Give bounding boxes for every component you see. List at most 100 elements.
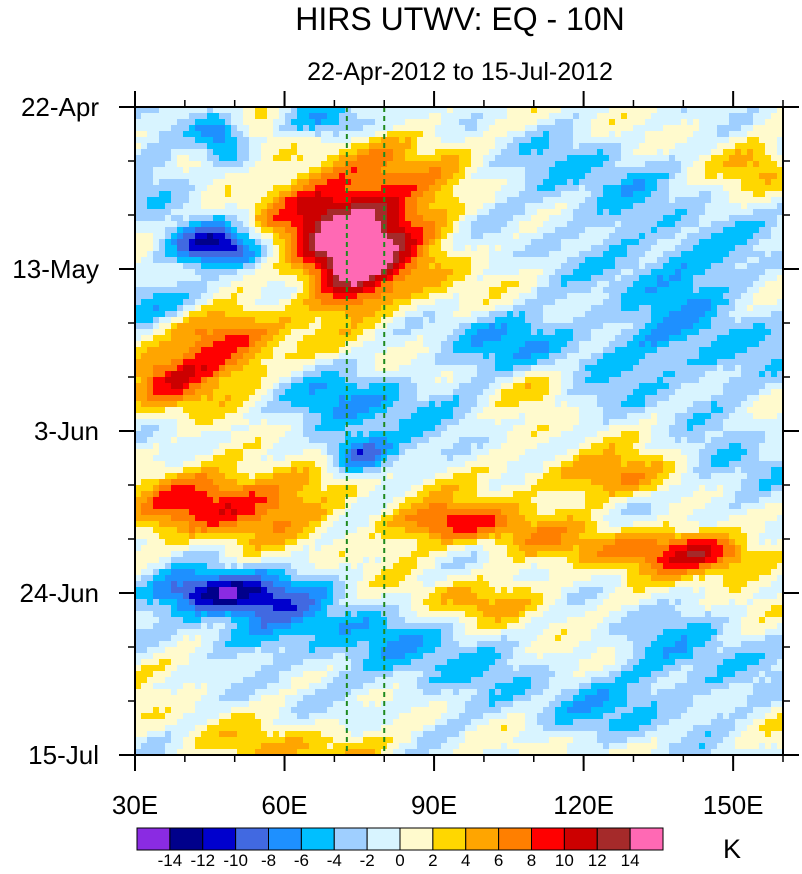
heatmap-cell <box>477 161 484 168</box>
heatmap-cell <box>225 191 232 198</box>
heatmap-cell <box>645 251 652 258</box>
heatmap-cell <box>645 203 652 210</box>
heatmap-cell <box>489 305 496 312</box>
heatmap-cell <box>369 119 376 126</box>
heatmap-cell <box>339 173 346 180</box>
heatmap-cell <box>465 113 472 120</box>
heatmap-cell <box>237 359 244 366</box>
heatmap-cell <box>279 191 286 198</box>
heatmap-cell <box>429 377 436 384</box>
heatmap-cell <box>351 347 358 354</box>
heatmap-cell <box>189 251 196 258</box>
heatmap-cell <box>441 215 448 222</box>
heatmap-cell <box>195 383 202 390</box>
heatmap-cell <box>285 353 292 360</box>
heatmap-cell <box>621 347 628 354</box>
heatmap-cell <box>699 347 706 354</box>
heatmap-cell <box>369 323 376 330</box>
heatmap-cell <box>447 347 454 354</box>
heatmap-cell <box>759 179 766 186</box>
heatmap-cell <box>669 197 676 204</box>
heatmap-cell <box>441 359 448 366</box>
heatmap-cell <box>291 269 298 276</box>
heatmap-cell <box>531 215 538 222</box>
heatmap-cell <box>435 347 442 354</box>
heatmap-cell <box>693 173 700 180</box>
heatmap-cell <box>483 167 490 174</box>
heatmap-cell <box>339 377 346 384</box>
heatmap-cell <box>555 329 562 336</box>
heatmap-cell <box>633 197 640 204</box>
heatmap-cell <box>363 179 370 186</box>
heatmap-cell <box>267 143 274 150</box>
heatmap-cell <box>753 203 760 210</box>
heatmap-cell <box>519 233 526 240</box>
heatmap-cell <box>477 263 484 270</box>
heatmap-cell <box>405 215 412 222</box>
heatmap-cell <box>273 119 280 126</box>
heatmap-cell <box>615 335 622 342</box>
heatmap-cell <box>747 191 754 198</box>
heatmap-cell <box>231 221 238 228</box>
heatmap-cell <box>531 203 538 210</box>
heatmap-cell <box>699 341 706 348</box>
heatmap-cell <box>189 185 196 192</box>
heatmap-cell <box>615 161 622 168</box>
heatmap-cell <box>291 119 298 126</box>
heatmap-cell <box>177 275 184 282</box>
heatmap-cell <box>231 263 238 270</box>
heatmap-cell <box>201 311 208 318</box>
heatmap-cell <box>405 275 412 282</box>
heatmap-cell <box>345 179 352 186</box>
heatmap-cell <box>603 353 610 360</box>
heatmap-cell <box>537 215 544 222</box>
heatmap-cell <box>573 221 580 228</box>
heatmap-cell <box>321 263 328 270</box>
heatmap-cell <box>471 137 478 144</box>
heatmap-cell <box>669 281 676 288</box>
heatmap-cell <box>477 293 484 300</box>
heatmap-cell <box>399 227 406 234</box>
heatmap-cell <box>675 191 682 198</box>
heatmap-cell <box>549 227 556 234</box>
heatmap-cell <box>345 257 352 264</box>
heatmap-cell <box>597 353 604 360</box>
heatmap-cell <box>531 305 538 312</box>
heatmap-cell <box>705 179 712 186</box>
heatmap-cell <box>723 317 730 324</box>
heatmap-cell <box>609 239 616 246</box>
heatmap-cell <box>327 155 334 162</box>
heatmap-cell <box>705 107 712 114</box>
heatmap-cell <box>771 227 778 234</box>
heatmap-cell <box>147 179 154 186</box>
heatmap-cell <box>285 203 292 210</box>
heatmap-cell <box>597 143 604 150</box>
heatmap-cell <box>147 317 154 324</box>
heatmap-cell <box>339 257 346 264</box>
heatmap-cell <box>171 209 178 216</box>
heatmap-cell <box>237 317 244 324</box>
heatmap-cell <box>411 281 418 288</box>
heatmap-cell <box>387 221 394 228</box>
heatmap-cell <box>315 179 322 186</box>
heatmap-cell <box>675 203 682 210</box>
heatmap-cell <box>747 347 754 354</box>
heatmap-cell <box>327 209 334 216</box>
heatmap-cell <box>333 149 340 156</box>
heatmap-cell <box>681 233 688 240</box>
heatmap-cell <box>171 275 178 282</box>
heatmap-cell <box>159 347 166 354</box>
heatmap-cell <box>777 203 783 210</box>
heatmap-cell <box>411 227 418 234</box>
heatmap-cell <box>711 125 718 132</box>
heatmap-cell <box>483 179 490 186</box>
heatmap-cell <box>465 269 472 276</box>
heatmap-cell <box>639 131 646 138</box>
heatmap-cell <box>459 209 466 216</box>
heatmap-cell <box>543 365 550 372</box>
heatmap-cell <box>435 113 442 120</box>
heatmap-cell <box>513 227 520 234</box>
heatmap-cell <box>771 173 778 180</box>
heatmap-cell <box>255 287 262 294</box>
heatmap-cell <box>159 203 166 210</box>
